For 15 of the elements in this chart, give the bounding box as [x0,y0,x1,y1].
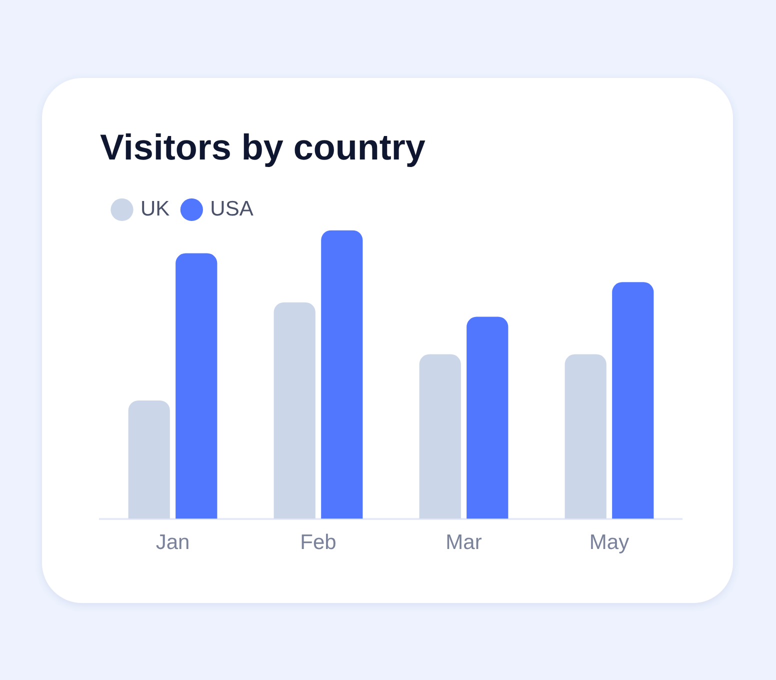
legend-label: UK [140,197,170,220]
chart-title: Visitors by country [100,126,426,168]
bar [466,316,508,519]
x-tick-label: May [589,531,630,554]
bar [419,354,461,519]
x-tick-label: Mar [446,531,482,554]
bar [612,282,654,519]
bar [321,230,363,519]
bar [176,253,218,519]
x-tick-label: Jan [156,531,190,554]
legend-label: USA [210,197,254,220]
bar [128,400,170,519]
x-tick-label: Feb [300,531,336,554]
bar [274,302,316,519]
bar [564,354,606,519]
